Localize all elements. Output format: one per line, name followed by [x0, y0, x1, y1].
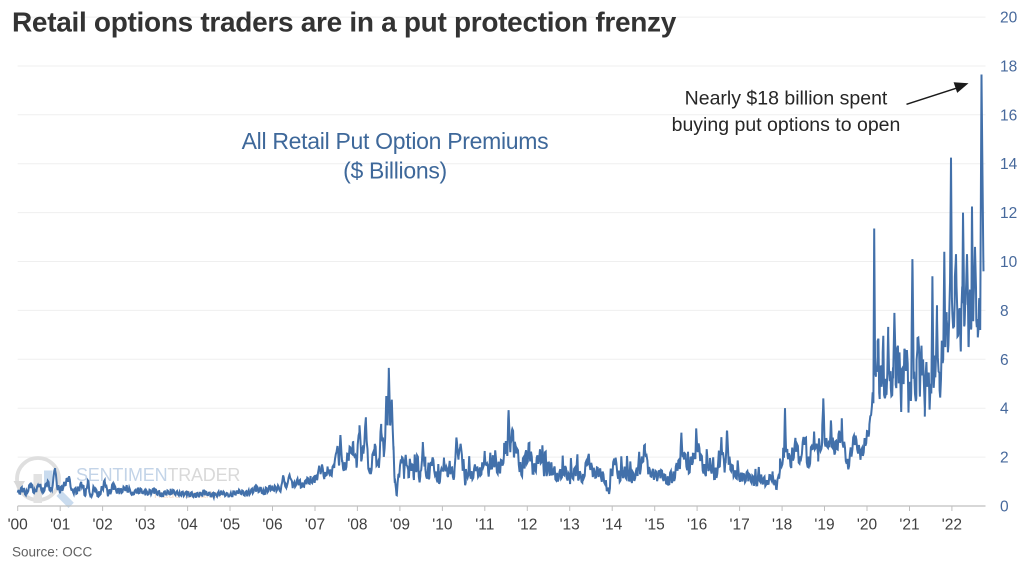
svg-text:'01: '01 — [50, 517, 70, 534]
svg-text:'07: '07 — [305, 517, 325, 534]
svg-text:2: 2 — [1000, 450, 1009, 467]
svg-text:16: 16 — [1000, 107, 1017, 124]
svg-text:All Retail Put Option Premiums: All Retail Put Option Premiums — [242, 128, 549, 154]
svg-text:SENTIMENTRADER: SENTIMENTRADER — [76, 465, 240, 485]
svg-text:Retail options traders are in: Retail options traders are in a put prot… — [12, 7, 677, 38]
svg-text:4: 4 — [1000, 401, 1009, 418]
svg-text:0: 0 — [1000, 499, 1009, 516]
svg-text:'14: '14 — [602, 517, 623, 534]
svg-text:14: 14 — [1000, 156, 1018, 173]
svg-text:'03: '03 — [135, 517, 155, 534]
svg-text:'15: '15 — [645, 517, 665, 534]
svg-text:'05: '05 — [220, 517, 240, 534]
svg-text:Nearly $18 billion spent: Nearly $18 billion spent — [685, 88, 888, 110]
svg-text:18: 18 — [1000, 59, 1017, 76]
svg-text:buying put options to open: buying put options to open — [672, 114, 901, 136]
svg-text:6: 6 — [1000, 352, 1009, 369]
svg-text:Source: OCC: Source: OCC — [12, 545, 93, 560]
svg-text:'19: '19 — [814, 517, 834, 534]
svg-text:'22: '22 — [942, 517, 962, 534]
svg-text:'17: '17 — [729, 517, 749, 534]
svg-text:'06: '06 — [262, 517, 282, 534]
svg-text:'08: '08 — [347, 517, 367, 534]
svg-text:10: 10 — [1000, 254, 1018, 271]
svg-text:($ Billions): ($ Billions) — [343, 158, 447, 184]
svg-text:'04: '04 — [177, 517, 198, 534]
svg-text:'21: '21 — [899, 517, 919, 534]
svg-text:'11: '11 — [475, 517, 494, 534]
svg-text:'18: '18 — [772, 517, 792, 534]
svg-text:'09: '09 — [390, 517, 410, 534]
svg-text:12: 12 — [1000, 205, 1017, 222]
svg-text:'10: '10 — [432, 517, 453, 534]
svg-text:'16: '16 — [687, 517, 707, 534]
svg-text:'00: '00 — [8, 517, 29, 534]
svg-text:20: 20 — [1000, 10, 1018, 27]
svg-text:'20: '20 — [857, 517, 878, 534]
svg-text:8: 8 — [1000, 303, 1009, 320]
svg-text:'13: '13 — [560, 517, 580, 534]
svg-text:'02: '02 — [92, 517, 112, 534]
svg-text:'12: '12 — [517, 517, 537, 534]
